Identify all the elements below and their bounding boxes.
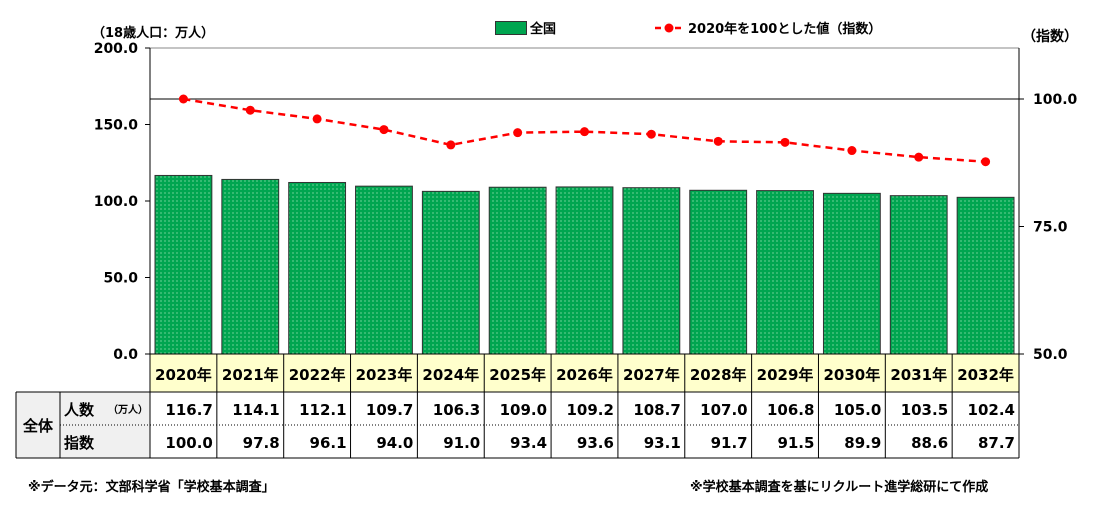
bar <box>488 186 547 355</box>
right-tick-label: 100.0 <box>1033 92 1078 108</box>
year-label: 2025年 <box>489 366 546 384</box>
credit-note: ※学校基本調査を基にリクルート進学総研にて作成 <box>690 480 989 495</box>
index-point <box>379 125 389 135</box>
legend-line: 2020年を100とした値（指数） <box>655 18 881 37</box>
index-cell: 91.7 <box>711 434 748 452</box>
index-cell: 94.0 <box>376 434 413 452</box>
index-point <box>847 146 857 156</box>
right-tick-label: 50.0 <box>1033 347 1068 363</box>
index-cell: 88.6 <box>911 434 948 452</box>
index-cell: 87.7 <box>978 434 1015 452</box>
bar <box>421 190 480 355</box>
count-cell: 112.1 <box>299 401 346 419</box>
bar <box>355 185 413 355</box>
bar <box>288 181 347 355</box>
index-cell: 100.0 <box>165 434 212 452</box>
left-tick-label: 0.0 <box>113 347 138 363</box>
year-label: 2022年 <box>289 366 346 384</box>
row1-unit: （万人） <box>108 403 148 416</box>
index-cell: 96.1 <box>310 434 347 452</box>
count-cell: 114.1 <box>232 401 279 419</box>
year-label: 2029年 <box>757 366 814 384</box>
year-label: 2020年 <box>155 366 212 384</box>
year-label: 2032年 <box>957 366 1014 384</box>
index-cell: 91.0 <box>443 434 480 452</box>
index-point <box>580 127 589 137</box>
year-header-bg <box>150 354 1019 392</box>
legend-bar: 全国 <box>495 18 556 37</box>
index-cell: 91.5 <box>777 434 814 452</box>
index-point <box>446 140 456 150</box>
left-axis-label: （18歳人口：万人） <box>92 26 215 41</box>
index-point <box>914 152 924 162</box>
bar <box>689 189 748 355</box>
count-cell: 109.2 <box>566 401 613 419</box>
count-cell: 105.0 <box>834 401 881 419</box>
left-tick-label: 100.0 <box>94 194 139 210</box>
bar <box>822 192 881 355</box>
count-cell: 106.8 <box>767 401 814 419</box>
year-label: 2028年 <box>690 366 747 384</box>
year-label: 2023年 <box>356 366 413 384</box>
count-cell: 116.7 <box>165 401 212 419</box>
right-tick-label: 75.0 <box>1033 220 1068 236</box>
bar <box>622 187 681 355</box>
index-point <box>513 128 523 138</box>
index-point <box>981 157 991 167</box>
left-tick-label: 50.0 <box>103 271 138 287</box>
count-cell: 109.7 <box>366 401 413 419</box>
bar <box>756 190 814 355</box>
group-label: 全体 <box>22 417 54 435</box>
count-cell: 103.5 <box>901 401 948 419</box>
bar <box>154 174 213 355</box>
year-label: 2024年 <box>422 366 479 384</box>
legend-line-label: 2020年を100とした値（指数） <box>688 22 882 37</box>
count-cell: 109.0 <box>500 401 547 419</box>
year-label: 2030年 <box>824 366 881 384</box>
index-point <box>713 136 723 146</box>
source-note: ※データ元：文部科学省「学校基本調査」 <box>28 480 275 495</box>
bar <box>889 195 948 355</box>
index-point <box>780 137 790 147</box>
year-label: 2026年 <box>556 366 613 384</box>
bar <box>221 178 280 355</box>
left-tick-label: 200.0 <box>94 41 139 57</box>
bar <box>956 196 1015 355</box>
index-cell: 89.9 <box>844 434 881 452</box>
year-label: 2027年 <box>623 366 680 384</box>
year-label: 2031年 <box>890 366 947 384</box>
right-axis-label: （指数） <box>1022 29 1078 45</box>
index-cell: 97.8 <box>243 434 280 452</box>
index-cell: 93.1 <box>644 434 681 452</box>
row2-label: 指数 <box>64 434 95 452</box>
index-point <box>646 129 656 139</box>
legend-line-swatch <box>655 23 683 32</box>
row1-label: 人数 <box>64 401 95 419</box>
index-cell: 93.6 <box>577 434 614 452</box>
count-cell: 108.7 <box>633 401 680 419</box>
count-cell: 102.4 <box>968 401 1015 419</box>
row-label-bg <box>16 392 150 458</box>
left-tick-label: 150.0 <box>94 118 139 134</box>
count-cell: 106.3 <box>433 401 480 419</box>
count-cell: 107.0 <box>700 401 747 419</box>
index-point <box>245 105 255 115</box>
index-point <box>178 94 188 104</box>
year-label: 2021年 <box>222 366 279 384</box>
legend-bar-label: 全国 <box>530 22 557 37</box>
bar <box>555 186 614 355</box>
index-cell: 93.4 <box>510 434 547 452</box>
index-point <box>312 114 322 124</box>
legend-bar-swatch <box>495 20 527 35</box>
